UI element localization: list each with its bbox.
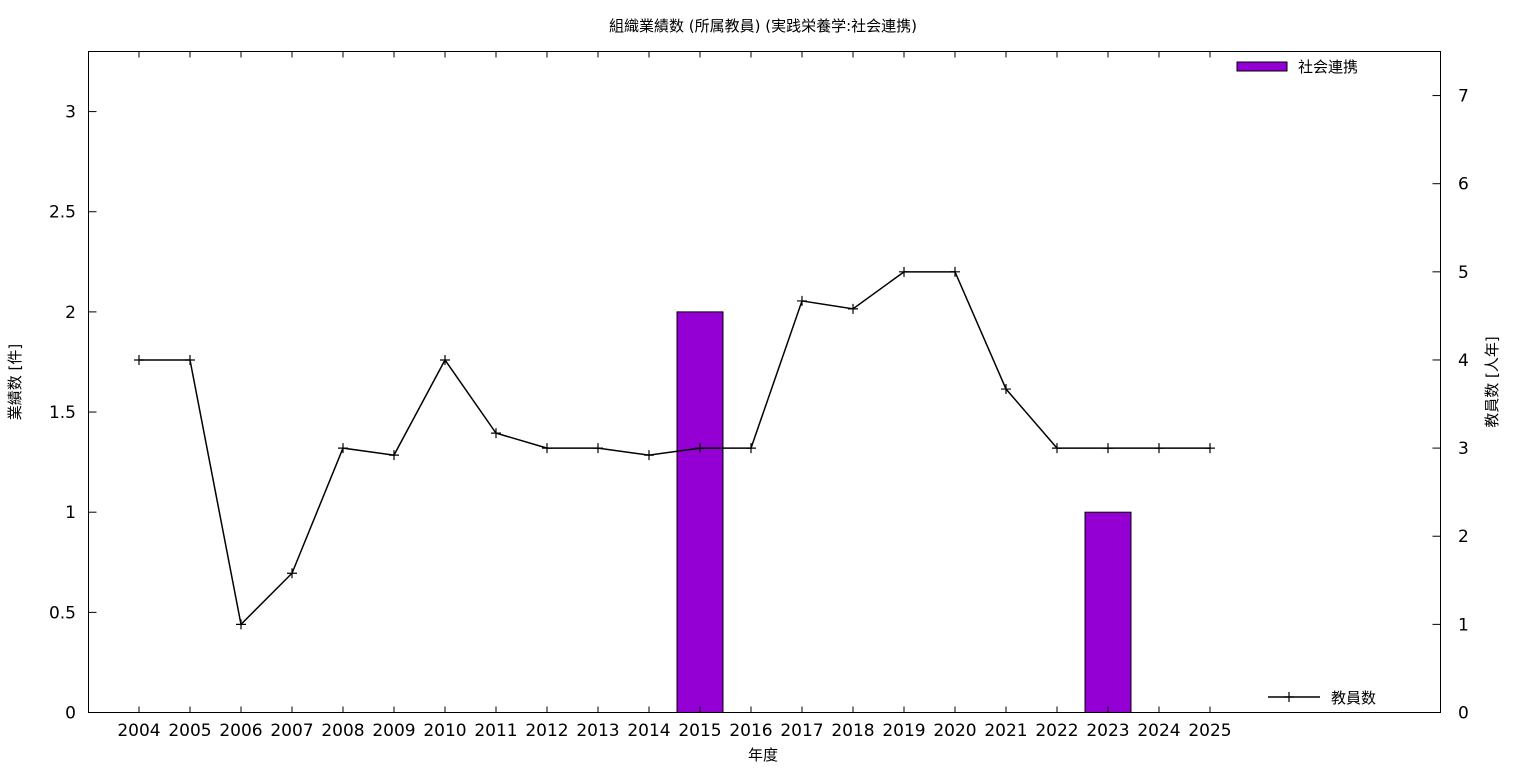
chart-title: 組織業績数 (所属教員) (実践栄養学:社会連携) [609, 17, 917, 35]
line-path [139, 271, 1210, 626]
y-right-tick-label: 4 [1458, 351, 1469, 371]
x-tick-label: 2023 [1086, 721, 1129, 741]
y-left-tick-label: 1.5 [49, 403, 76, 423]
line-point [440, 354, 450, 365]
y-axis-left-label: 業績数 [件] [6, 344, 24, 420]
line-point [185, 354, 195, 365]
y-right-tick-label: 5 [1458, 263, 1469, 283]
y-left-tick-label: 2.5 [49, 203, 76, 223]
bar-series [676, 311, 1132, 713]
line-point [134, 354, 144, 365]
y-right-tick-label: 0 [1458, 704, 1469, 724]
x-axis-label: 年度 [748, 746, 778, 764]
x-tick-label: 2010 [423, 721, 466, 741]
x-tick-label: 2008 [321, 721, 364, 741]
line-point [287, 568, 297, 579]
x-tick-label: 2005 [168, 721, 211, 741]
x-axis: 2004 2005 2006 2007 2008 2009 2010 2011 2012 2013… [117, 51, 1232, 741]
line-point [899, 266, 909, 277]
y-right-tick-label: 2 [1458, 527, 1469, 547]
line-point [1001, 384, 1011, 395]
y-right-tick-label: 6 [1458, 175, 1469, 195]
line-point [389, 450, 399, 461]
legend-bar-label: 社会連携 [1298, 58, 1358, 76]
line-point [695, 443, 705, 454]
line-point [797, 295, 807, 306]
legend-line-label: 教員数 [1331, 689, 1376, 707]
x-tick-label: 2021 [984, 721, 1027, 741]
legend-bar-swatch [1236, 61, 1288, 72]
y-left-tick-label: 2 [65, 303, 76, 323]
y-axis-right-label: 教員数 [人年] [1483, 336, 1501, 427]
y-axis-right: 0 1 2 3 4 5 6 7 [1432, 87, 1469, 724]
line-point [950, 266, 960, 277]
y-left-tick-label: 1 [65, 503, 76, 523]
x-tick-label: 2019 [882, 721, 925, 741]
y-axis-left: 0 0.5 1 1.5 2 2.5 3 [49, 103, 97, 724]
y-left-tick-label: 3 [65, 103, 76, 123]
x-tick-label: 2018 [831, 721, 874, 741]
x-tick-label: 2007 [270, 721, 313, 741]
bar [1084, 511, 1132, 713]
x-tick-label: 2013 [576, 721, 619, 741]
x-tick-label: 2006 [219, 721, 262, 741]
x-tick-label: 2012 [525, 721, 568, 741]
line-point [746, 443, 756, 454]
line-point [1103, 443, 1113, 454]
y-right-tick-label: 1 [1458, 615, 1469, 635]
x-tick-label: 2020 [933, 721, 976, 741]
x-tick-label: 2016 [729, 721, 772, 741]
x-tick-label: 2024 [1137, 721, 1180, 741]
y-left-tick-label: 0.5 [49, 603, 76, 623]
line-point [593, 443, 603, 454]
line-point [542, 443, 552, 454]
x-tick-label: 2014 [627, 721, 670, 741]
plot-frame [88, 51, 1441, 713]
legend-line: 教員数 [1268, 689, 1376, 707]
x-tick-label: 2025 [1188, 721, 1231, 741]
x-tick-label: 2017 [780, 721, 823, 741]
y-right-tick-label: 3 [1458, 439, 1469, 459]
line-series [134, 266, 1215, 630]
x-tick-label: 2009 [372, 721, 415, 741]
x-tick-label: 2004 [117, 721, 160, 741]
line-point [1205, 443, 1215, 454]
line-point [1052, 443, 1062, 454]
bar [676, 311, 724, 713]
line-point [848, 303, 858, 314]
x-tick-label: 2015 [678, 721, 721, 741]
x-tick-label: 2011 [474, 721, 517, 741]
line-point [1154, 443, 1164, 454]
x-tick-label: 2022 [1035, 721, 1078, 741]
line-point [491, 428, 501, 439]
line-point [644, 450, 654, 461]
y-left-tick-label: 0 [65, 704, 76, 724]
y-right-tick-label: 7 [1458, 87, 1469, 107]
legend-line-marker [1284, 692, 1294, 702]
line-point [236, 619, 246, 630]
legend-bars: 社会連携 [1236, 58, 1358, 76]
line-point [338, 443, 348, 454]
